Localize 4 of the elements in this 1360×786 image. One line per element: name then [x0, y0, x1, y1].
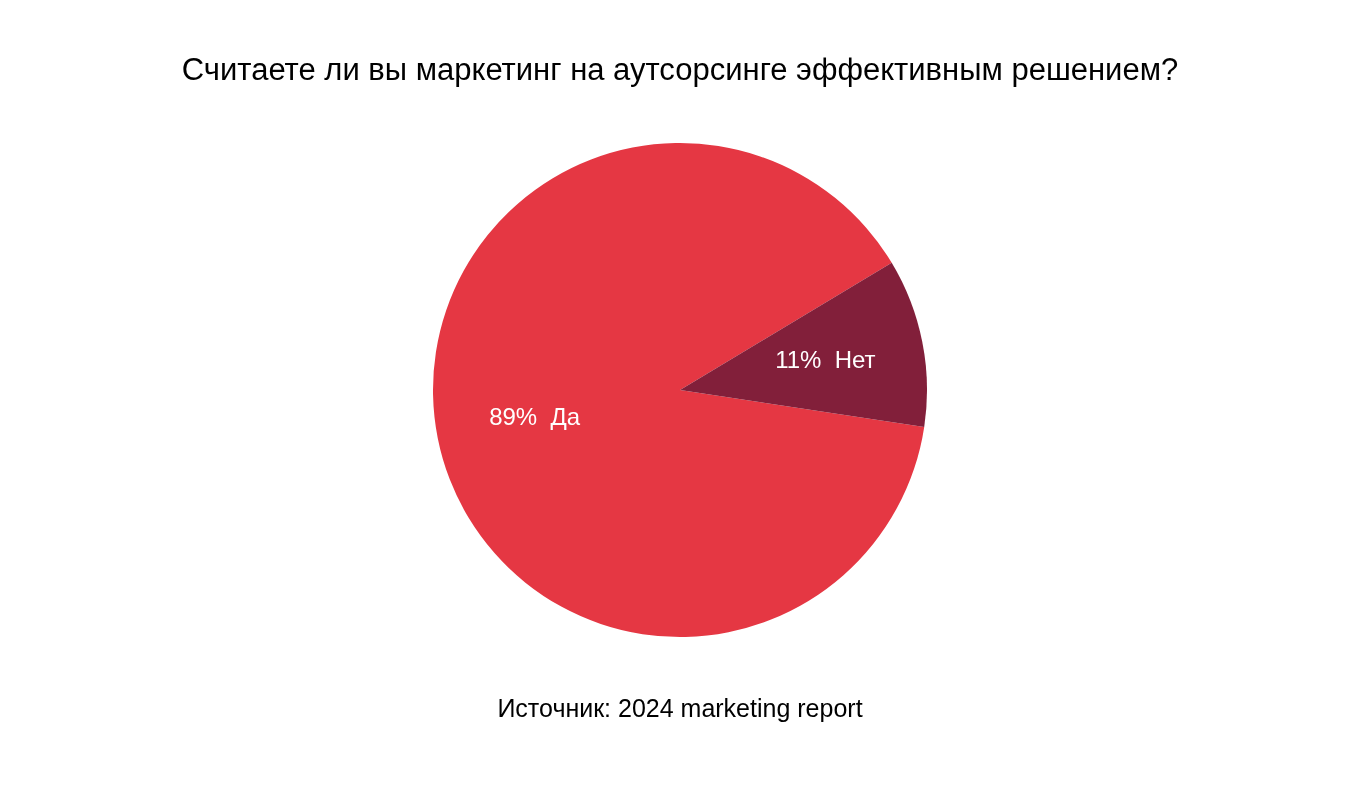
chart-title: Считаете ли вы маркетинг на аутсорсинге эффективным решением?: [180, 52, 1180, 88]
slice-label: 89% Да: [489, 403, 581, 431]
text: Источник: 2024 marketing report: [496, 694, 864, 723]
slice-label: 11% Нет: [775, 345, 876, 373]
